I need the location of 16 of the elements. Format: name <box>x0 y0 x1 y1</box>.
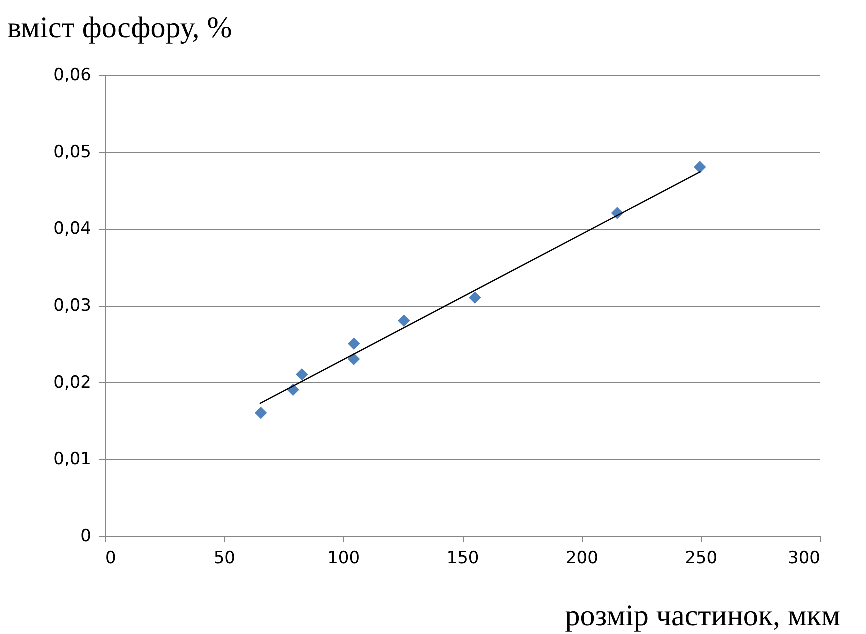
x-tick-label: 150 <box>446 548 480 568</box>
y-tick-label: 0,04 <box>54 219 92 240</box>
x-tick-label: 50 <box>214 548 236 568</box>
x-axis-title: розмір частинок, мкм <box>565 600 841 632</box>
x-tick-label: 250 <box>685 548 718 568</box>
y-tick-label: 0,02 <box>54 372 92 393</box>
x-tick-label: 100 <box>328 548 360 568</box>
x-tick-label: 300 <box>788 548 820 568</box>
y-tick-label: 0,05 <box>54 142 92 162</box>
x-tick-label: 0 <box>106 548 116 568</box>
x-tick-label: 200 <box>566 548 598 568</box>
y-tick-label: 0,06 <box>54 66 92 86</box>
y-tick-label: 0 <box>80 526 92 546</box>
y-tick-label: 0,01 <box>54 450 92 470</box>
y-axis-title: вміст фосфору, % <box>8 12 232 44</box>
y-tick-label: 0,03 <box>54 296 92 316</box>
